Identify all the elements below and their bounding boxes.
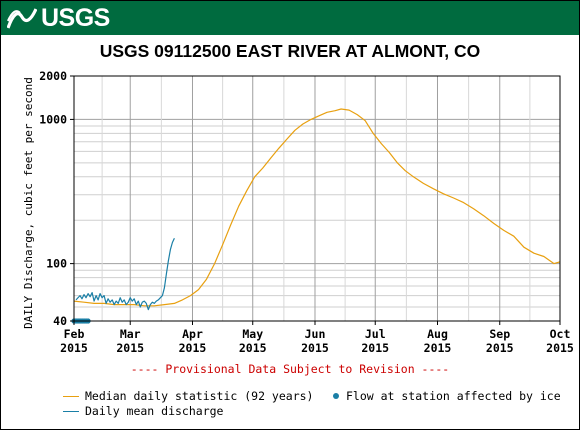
y-tick-label: 2000 [39,69,67,83]
x-tick-label-month: May [242,327,263,341]
axes [70,75,561,325]
usgs-wave-icon [7,8,37,29]
tick-labels: 4010010002000Feb2015Mar2015Apr2015May201… [39,69,574,355]
x-tick-label-year: 2015 [60,341,88,355]
x-tick-label-year: 2015 [486,341,514,355]
legend-item-ice: Flow at station affected by ice [331,389,561,403]
x-tick-label-month: Oct [550,327,571,341]
series-daily-mean-discharge-line [75,237,175,311]
usgs-logo-text: USGS [41,4,110,32]
legend-item-daily-mean: Daily mean discharge [63,404,223,418]
x-tick-label-month: Sep [489,327,510,341]
usgs-logo[interactable]: USGS [7,5,110,31]
chart-title: USGS 09112500 EAST RIVER AT ALMONT, CO [99,41,481,61]
plot-background [74,76,560,321]
y-tick-label: 100 [46,257,67,271]
plot-border [73,75,561,322]
legend-label-daily-mean: Daily mean discharge [85,404,224,418]
x-tick-label-year: 2015 [424,341,452,355]
usgs-header-bar: USGS [1,1,579,35]
provisional-data-notice: ---- Provisional Data Subject to Revisio… [130,362,450,376]
x-tick-label-month: Aug [427,327,448,341]
legend-swatch-ice [333,393,339,399]
plot-area [74,76,560,321]
x-tick-label-month: Mar [120,327,141,341]
x-tick-label-month: Jul [365,327,386,341]
series-layer [71,108,561,324]
legend-label-median: Median daily statistic (92 years) [85,389,314,403]
x-tick-label-month: Feb [64,327,85,341]
legend-item-median: Median daily statistic (92 years) [63,389,313,403]
x-tick-label-year: 2015 [116,341,144,355]
y-axis-label: DAILY Discharge, cubic feet per second [22,77,35,329]
y-tick-label: 40 [53,314,67,328]
x-tick-label-month: Apr [182,327,203,341]
legend-label-ice: Flow at station affected by ice [346,389,561,403]
x-tick-label-year: 2015 [179,341,207,355]
x-tick-label-year: 2015 [239,341,267,355]
x-tick-label-year: 2015 [546,341,574,355]
legend-swatch-daily-mean [63,410,79,412]
y-tick-label: 1000 [39,112,67,126]
x-tick-label-month: Jun [305,327,326,341]
x-tick-label-year: 2015 [301,341,329,355]
series-median-daily-statistic-92-years-line [73,108,561,307]
x-tick-label-year: 2015 [361,341,389,355]
legend-swatch-median [63,395,79,397]
